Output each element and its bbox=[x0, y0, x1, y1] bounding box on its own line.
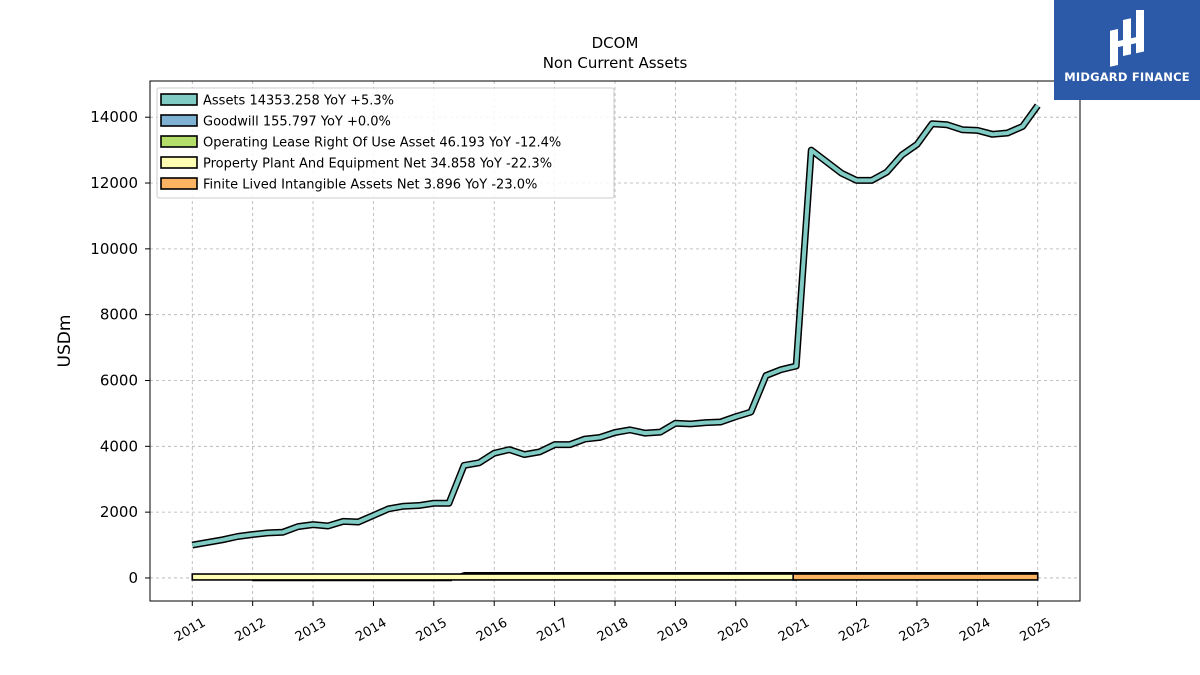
series-layer bbox=[191, 103, 1041, 582]
x-tick-label: 2012 bbox=[233, 615, 269, 645]
legend-swatch bbox=[160, 177, 198, 190]
legend-box bbox=[156, 87, 615, 199]
x-tick-label: 2017 bbox=[534, 615, 570, 645]
x-tick-label: 2024 bbox=[957, 615, 993, 645]
y-axis-label: USDm bbox=[55, 315, 75, 368]
x-tick-label: 2021 bbox=[776, 615, 812, 645]
legend-swatch bbox=[160, 135, 198, 148]
brand-logo-icon bbox=[1110, 10, 1144, 67]
legend-label: Assets 14353.258 YoY +5.3% bbox=[203, 94, 394, 109]
y-tick-label: 8000 bbox=[100, 306, 138, 324]
x-tick-label: 2015 bbox=[414, 615, 450, 645]
x-tick-label: 2018 bbox=[595, 615, 631, 645]
y-tick-label: 0 bbox=[128, 569, 138, 587]
x-tick-label: 2013 bbox=[293, 615, 329, 645]
series-assets bbox=[191, 104, 1040, 548]
y-tick-label: 6000 bbox=[100, 371, 138, 389]
legend-swatch bbox=[160, 156, 198, 169]
legend-label: Finite Lived Intangible Assets Net 3.896… bbox=[203, 178, 537, 193]
brand-logo: MIDGARD FINANCE bbox=[1054, 0, 1200, 100]
x-tick-label: 2023 bbox=[897, 615, 933, 645]
y-tick-label: 2000 bbox=[100, 503, 138, 521]
legend-label: Property Plant And Equipment Net 34.858 … bbox=[203, 157, 552, 172]
series-intangibles-band bbox=[792, 573, 1039, 581]
x-tick-label: 2022 bbox=[836, 615, 872, 645]
chart-title: DCOM bbox=[592, 34, 639, 52]
x-tick-label: 2025 bbox=[1018, 615, 1054, 645]
x-tick-label: 2019 bbox=[655, 615, 691, 645]
y-tick-label: 12000 bbox=[90, 174, 138, 192]
y-tick-label: 10000 bbox=[90, 240, 138, 258]
brand-name: MIDGARD FINANCE bbox=[1064, 70, 1190, 84]
legend: Assets 14353.258 YoY +5.3% Goodwill 155.7… bbox=[156, 87, 615, 199]
x-tick-label: 2016 bbox=[474, 615, 510, 645]
legend-label: Operating Lease Right Of Use Asset 46.19… bbox=[203, 136, 561, 151]
series-ppe-band bbox=[191, 573, 797, 581]
y-tick-label: 14000 bbox=[90, 108, 138, 126]
x-tick-label: 2020 bbox=[716, 615, 752, 645]
legend-label: Goodwill 155.797 YoY +0.0% bbox=[203, 115, 391, 130]
x-tick-label: 2014 bbox=[353, 615, 389, 645]
chart-subtitle: Non Current Assets bbox=[543, 54, 688, 72]
y-tick-label: 4000 bbox=[100, 437, 138, 455]
legend-swatch bbox=[160, 93, 198, 106]
legend-swatch bbox=[160, 114, 198, 127]
x-tick-label: 2011 bbox=[172, 615, 208, 645]
